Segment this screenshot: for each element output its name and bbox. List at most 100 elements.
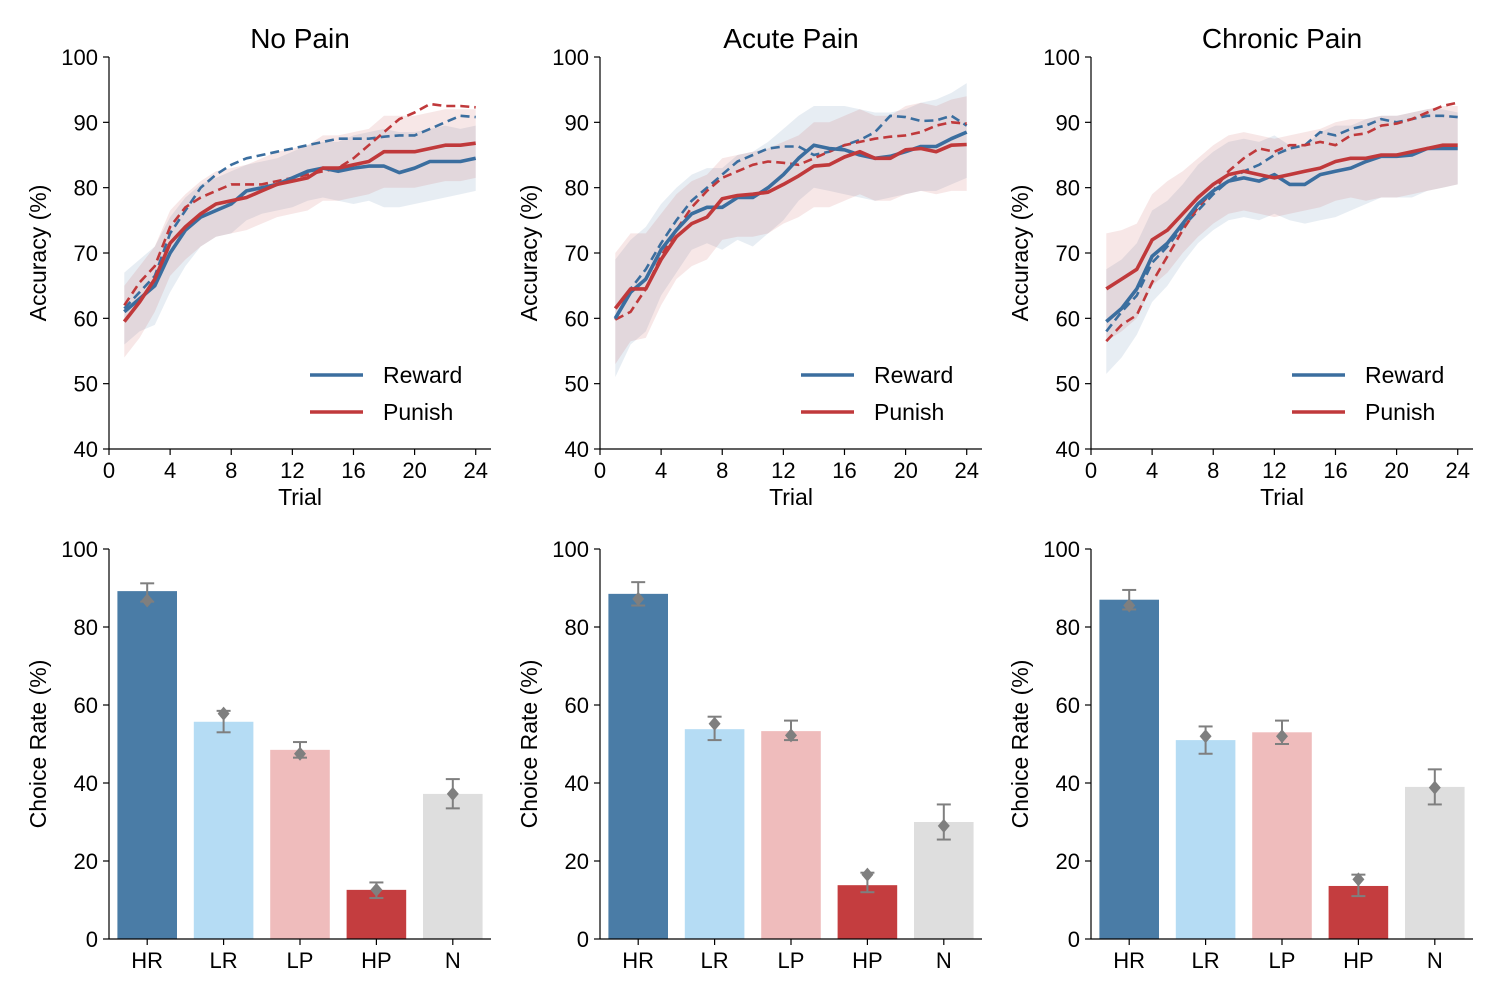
legend-label-reward: Reward [383,362,462,388]
y-tick-label: 80 [1056,615,1080,640]
y-axis-label: Choice Rate (%) [516,660,542,829]
y-axis-label: Choice Rate (%) [1007,660,1033,829]
category-label-hr: HR [131,948,163,973]
diamond-marker-n [1428,780,1441,795]
y-tick-label: 80 [565,615,589,640]
series-line-reward-dashed [614,114,968,321]
x-tick-label: 16 [832,458,856,483]
category-label-lr: LR [701,948,729,973]
x-tick-label: 4 [655,458,667,483]
series-line-punish-solid [1105,143,1458,291]
y-tick-label: 100 [1043,45,1080,70]
chart-title: No Pain [250,23,350,54]
y-tick-label: 100 [61,45,98,70]
diamond-marker-hr [1123,598,1136,613]
confidence-band-punish [124,109,476,358]
confidence-band-punish [615,96,967,365]
x-tick-label: 4 [1146,458,1158,483]
x-tick-label: 8 [716,458,728,483]
y-tick-label: 70 [565,241,589,266]
y-tick-label: 60 [1056,693,1080,718]
y-axis-label: Accuracy (%) [25,185,51,322]
y-axis-label: Choice Rate (%) [25,660,51,829]
series-line-reward-solid [123,156,477,314]
y-tick-label: 20 [1056,849,1080,874]
category-label-lp: LP [287,948,314,973]
bar-lp [761,731,821,939]
y-tick-label: 80 [565,176,589,201]
y-tick-label: 0 [1068,927,1080,952]
bar-panel-2: HR LR LP HP N 0 20 40 60 80 100 Choice Rate (%) [516,537,982,973]
diamond-marker-hr [141,593,154,608]
line-panel-1: 40 50 60 70 80 90 100 0 4 8 12 16 20 24 No Pain Trial Ac… [25,23,491,510]
bar-lr [684,729,745,939]
diamond-marker-hr [632,591,645,606]
category-label-hp: HP [361,948,392,973]
y-tick-label: 100 [1043,537,1080,562]
y-tick-label: 70 [74,241,98,266]
x-tick-label: 12 [1262,458,1286,483]
x-tick-label: 0 [1085,458,1097,483]
y-tick-label: 60 [565,306,589,331]
y-tick-label: 80 [74,176,98,201]
category-label-hr: HR [622,948,654,973]
y-tick-label: 40 [74,771,98,796]
bar-panel-1: HR LR LP HP N 0 20 40 60 80 100 Choice Rate (%) [25,537,491,973]
x-tick-label: 4 [164,458,176,483]
y-tick-label: 80 [1056,176,1080,201]
y-tick-label: 90 [565,110,589,135]
y-tick-label: 50 [1056,372,1080,397]
diamond-marker-hp [370,882,383,897]
chart-title: Acute Pain [723,23,858,54]
x-tick-label: 20 [893,458,917,483]
x-tick-label: 12 [771,458,795,483]
x-tick-label: 16 [341,458,365,483]
x-tick-label: 24 [954,458,978,483]
y-axis-label: Accuracy (%) [1007,185,1033,322]
y-tick-label: 100 [61,537,98,562]
y-tick-label: 40 [74,437,98,462]
bar-n [423,793,483,939]
y-tick-label: 20 [565,849,589,874]
category-label-lp: LP [1269,948,1296,973]
bar-n [914,822,974,939]
bar-hr [1099,599,1159,939]
y-tick-label: 0 [577,927,589,952]
x-tick-label: 16 [1323,458,1347,483]
legend-label-punish: Punish [874,399,944,425]
confidence-band-punish [1106,106,1458,342]
x-tick-label: 12 [280,458,304,483]
y-tick-label: 80 [74,615,98,640]
x-axis-label: Trial [769,484,813,510]
category-label-hp: HP [1343,948,1374,973]
y-tick-label: 90 [1056,110,1080,135]
series-line-reward-dashed [123,114,476,310]
bar-lp [1252,732,1312,939]
x-tick-label: 24 [463,458,487,483]
bar-hr [117,591,177,939]
confidence-band-reward [1106,109,1458,374]
series-line-punish-dashed [1105,101,1458,343]
y-tick-label: 50 [74,372,98,397]
diamond-marker-lp [294,746,306,761]
diamond-marker-lp [1276,729,1288,744]
y-tick-label: 40 [1056,437,1080,462]
chart-title: Chronic Pain [1202,23,1362,54]
y-tick-label: 100 [552,45,589,70]
x-axis-label: Trial [278,484,322,510]
y-tick-label: 40 [1056,771,1080,796]
y-tick-label: 0 [86,927,98,952]
bar-hr [608,593,668,939]
bar-lr [193,721,254,939]
y-tick-label: 50 [565,372,589,397]
y-tick-label: 20 [74,849,98,874]
x-tick-label: 0 [594,458,606,483]
category-label-lp: LP [778,948,805,973]
category-label-lr: LR [1192,948,1220,973]
y-axis-label: Accuracy (%) [516,185,542,322]
diamond-marker-lp [785,728,797,743]
line-panel-3: 40 50 60 70 80 90 100 0 4 8 12 16 20 24 Chronic Pain Tr… [1007,23,1473,510]
y-tick-label: 100 [552,537,589,562]
x-tick-label: 20 [1384,458,1408,483]
confidence-band-reward [124,125,476,345]
